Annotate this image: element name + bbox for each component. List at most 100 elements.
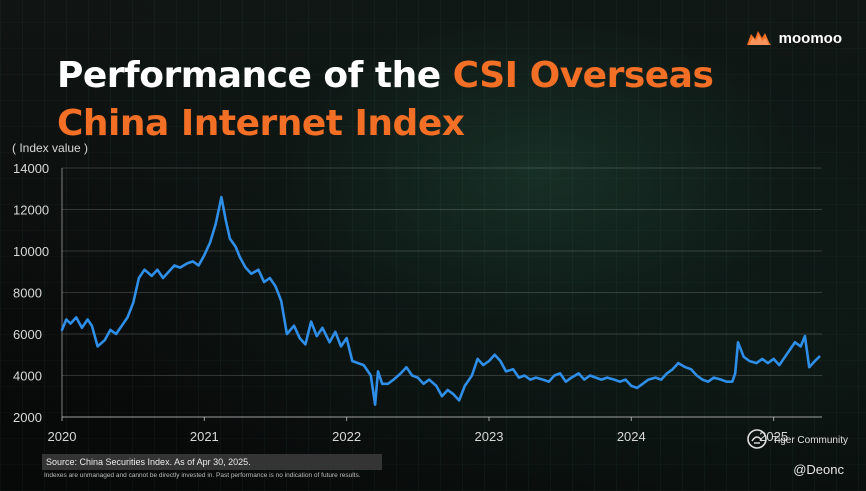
data-point (677, 362, 680, 364)
y-tick-label: 4000 (13, 369, 42, 384)
data-point (755, 362, 758, 364)
data-point (132, 302, 135, 304)
author-handle[interactable]: @Deonc (793, 462, 844, 477)
data-point (570, 376, 573, 379)
data-point (624, 378, 627, 381)
x-tick-label: 2022 (332, 429, 361, 444)
page-title: Performance of the CSI Overseas China In… (57, 52, 714, 148)
data-point (553, 374, 556, 377)
data-point (138, 277, 140, 279)
data-point (86, 318, 89, 321)
data-point (411, 374, 413, 377)
data-point (224, 219, 227, 221)
data-point (594, 376, 597, 379)
data-point (257, 268, 260, 271)
data-point (794, 341, 796, 344)
data-point (666, 372, 668, 375)
data-point (707, 380, 709, 383)
data-point (351, 360, 354, 362)
data-point (197, 264, 200, 267)
data-point (75, 316, 78, 319)
data-point (91, 324, 93, 327)
data-point (416, 376, 419, 379)
data-point (725, 380, 728, 383)
data-point (345, 337, 348, 339)
data-point (234, 245, 237, 248)
data-point (606, 376, 608, 379)
data-point (452, 393, 455, 396)
bull-logo-icon (745, 28, 773, 48)
data-point (767, 362, 769, 364)
data-point (286, 333, 288, 335)
data-point (263, 281, 265, 283)
data-point (377, 370, 379, 373)
data-point (340, 345, 342, 348)
data-point (399, 372, 402, 375)
data-point (293, 324, 295, 327)
y-tick-label: 12000 (13, 203, 49, 218)
data-point (179, 266, 182, 269)
data-point (435, 385, 438, 387)
source-note: Source: China Securities Index. As of Ap… (42, 454, 382, 470)
data-point (499, 360, 502, 362)
data-point (304, 343, 307, 346)
data-point (115, 333, 117, 335)
data-point (209, 241, 211, 244)
x-tick-label: 2020 (48, 429, 77, 444)
data-point (422, 382, 425, 385)
data-point (280, 299, 283, 302)
data-point (577, 372, 580, 375)
data-point (630, 385, 633, 387)
y-tick-label: 6000 (13, 327, 42, 342)
data-point (589, 374, 591, 377)
data-point (328, 341, 331, 344)
title-accent-part-1: CSI Overseas (452, 55, 714, 96)
brand-logo[interactable]: moomoo (745, 28, 842, 48)
data-point (229, 237, 231, 240)
data-point (357, 362, 359, 364)
title-white-part: Performance of the (57, 55, 441, 96)
data-point (239, 256, 241, 259)
data-point (564, 380, 567, 383)
data-point (441, 395, 443, 398)
data-point (298, 337, 301, 339)
data-point (69, 322, 72, 325)
y-axis-label: ( Index value ) (12, 141, 89, 155)
data-point (167, 270, 170, 273)
data-point (405, 366, 408, 369)
data-point (731, 380, 734, 383)
data-point (81, 326, 83, 329)
data-point (471, 374, 473, 377)
data-point (150, 275, 153, 277)
y-tick-label: 10000 (13, 244, 49, 259)
data-point (244, 266, 247, 269)
data-point (808, 366, 811, 369)
data-point (446, 389, 449, 391)
data-point (458, 399, 460, 402)
data-point (220, 196, 223, 199)
data-point (529, 378, 532, 381)
data-point (476, 358, 479, 360)
data-point (156, 268, 159, 271)
y-tick-label: 14000 (13, 161, 49, 176)
data-point (671, 368, 674, 371)
tiger-community-badge[interactable]: Tiger Community (746, 428, 848, 453)
data-point (493, 353, 496, 356)
data-point (61, 329, 63, 331)
data-point (428, 378, 431, 381)
y-tick-label: 8000 (13, 286, 42, 301)
data-point (143, 268, 146, 271)
data-point (818, 355, 821, 358)
x-tick-label: 2024 (617, 429, 646, 444)
data-point (761, 358, 764, 360)
data-point (334, 331, 337, 333)
data-point (126, 316, 129, 319)
data-point (690, 368, 692, 371)
data-point (684, 366, 687, 369)
data-point (784, 355, 786, 358)
y-tick-label: 2000 (13, 410, 42, 425)
tiger-logo-icon (746, 428, 768, 453)
data-point (214, 223, 217, 225)
data-point (268, 277, 271, 279)
